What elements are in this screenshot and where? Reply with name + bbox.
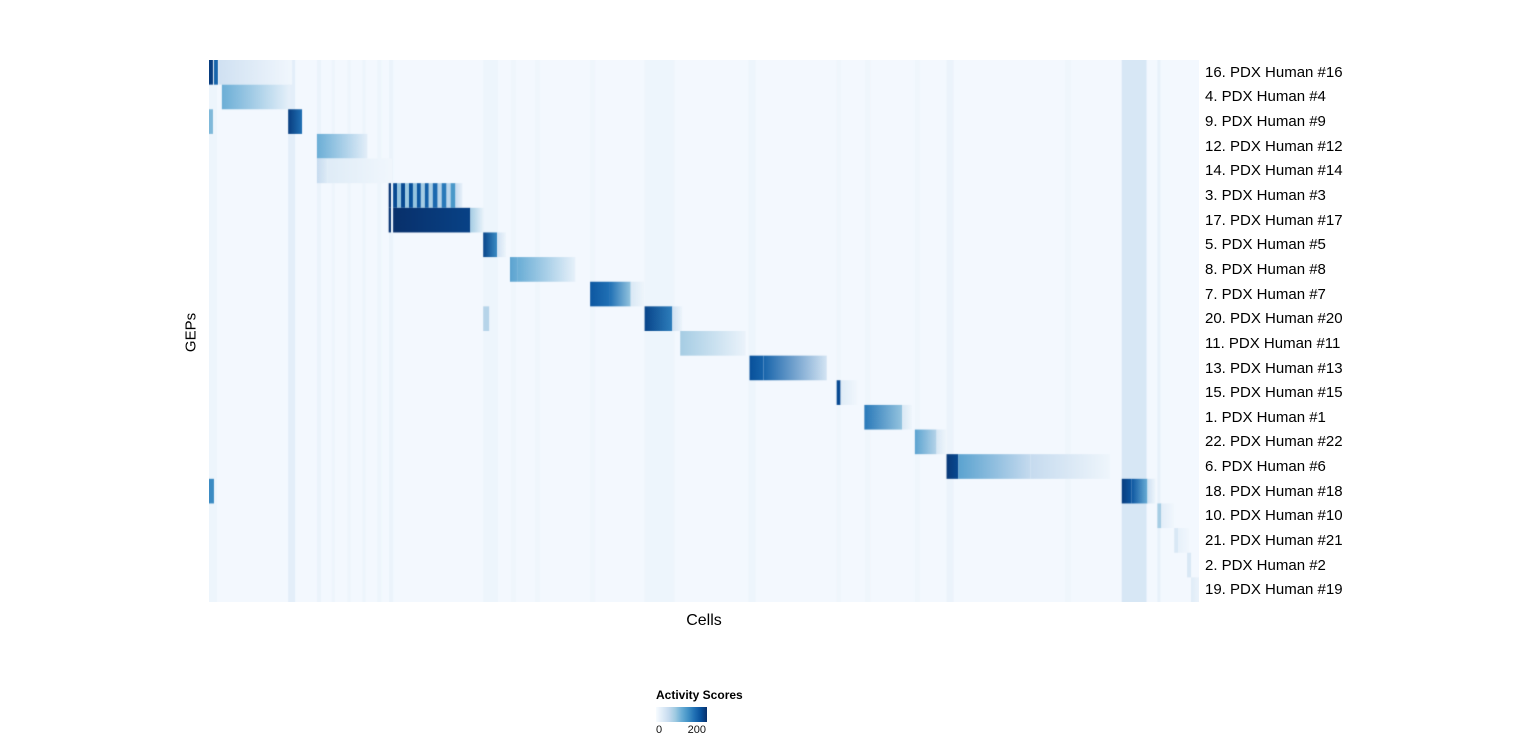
row-label: 4. PDX Human #4 bbox=[1205, 88, 1326, 106]
legend-tick-min: 0 bbox=[656, 724, 663, 736]
legend: Activity Scores 0 200 bbox=[656, 688, 816, 738]
y-axis-label: GEPs bbox=[182, 312, 200, 353]
row-label: 16. PDX Human #16 bbox=[1205, 63, 1343, 81]
row-label: 21. PDX Human #21 bbox=[1205, 531, 1343, 549]
heatmap-canvas bbox=[209, 60, 1199, 602]
row-label: 22. PDX Human #22 bbox=[1205, 433, 1343, 451]
row-label: 17. PDX Human #17 bbox=[1205, 211, 1343, 229]
row-label: 11. PDX Human #11 bbox=[1205, 334, 1341, 352]
row-label: 13. PDX Human #13 bbox=[1205, 359, 1343, 377]
legend-ticks: 0 200 bbox=[656, 724, 707, 738]
row-label: 9. PDX Human #9 bbox=[1205, 113, 1326, 131]
row-label: 6. PDX Human #6 bbox=[1205, 458, 1326, 476]
legend-tick-max: 200 bbox=[687, 724, 706, 736]
row-label: 8. PDX Human #8 bbox=[1205, 260, 1326, 278]
row-label: 10. PDX Human #10 bbox=[1205, 507, 1343, 525]
row-label: 3. PDX Human #3 bbox=[1205, 187, 1326, 205]
row-label: 14. PDX Human #14 bbox=[1205, 162, 1343, 180]
row-label: 2. PDX Human #2 bbox=[1205, 556, 1326, 574]
row-label: 12. PDX Human #12 bbox=[1205, 137, 1343, 155]
row-label: 5. PDX Human #5 bbox=[1205, 236, 1326, 254]
row-label: 18. PDX Human #18 bbox=[1205, 482, 1343, 500]
x-axis-label: Cells bbox=[686, 612, 722, 629]
row-label: 20. PDX Human #20 bbox=[1205, 310, 1343, 328]
legend-gradient-bar bbox=[656, 707, 707, 722]
legend-title: Activity Scores bbox=[656, 688, 743, 702]
row-labels: 16. PDX Human #16 4. PDX Human #4 9. PDX H… bbox=[1205, 60, 1425, 602]
row-label: 19. PDX Human #19 bbox=[1205, 581, 1343, 599]
row-label: 15. PDX Human #15 bbox=[1205, 384, 1343, 402]
row-label: 1. PDX Human #1 bbox=[1205, 408, 1326, 426]
row-label: 7. PDX Human #7 bbox=[1205, 285, 1326, 303]
